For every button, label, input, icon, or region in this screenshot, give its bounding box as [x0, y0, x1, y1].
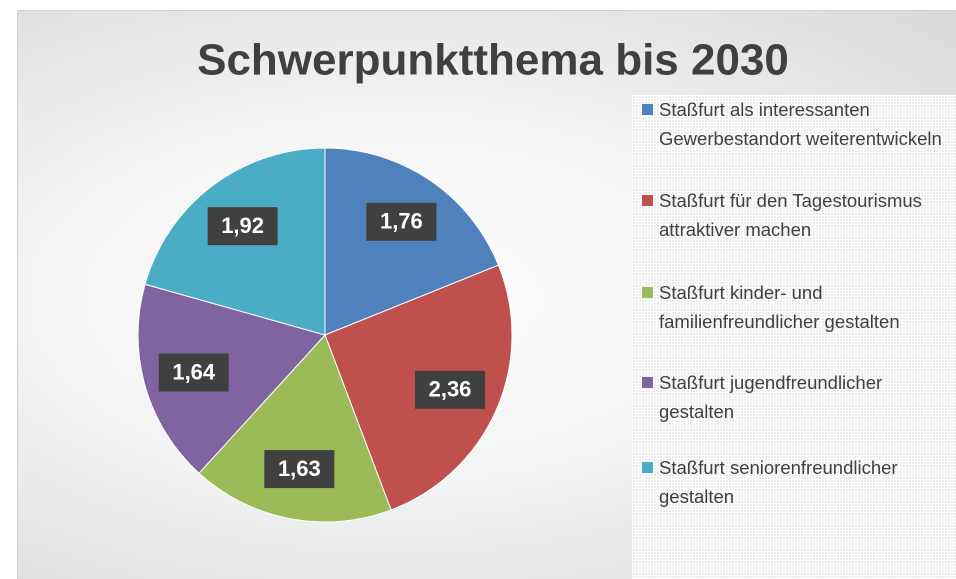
legend-swatch: [642, 377, 653, 388]
data-label: 1,76: [366, 202, 437, 241]
data-label-text: 1,63: [278, 456, 321, 481]
legend-label: Staßfurt jugendfreundlicher gestalten: [659, 372, 883, 422]
data-label: 1,63: [264, 450, 335, 489]
legend-label: Staßfurt seniorenfreundlicher gestalten: [659, 457, 898, 507]
legend-swatch: [642, 462, 653, 473]
data-label-text: 2,36: [429, 377, 472, 402]
data-label-box: [264, 450, 335, 489]
data-label-box: [415, 370, 486, 409]
legend-swatch: [642, 287, 653, 298]
data-label: 1,92: [207, 207, 278, 246]
legend-entry: Staßfurt als interessanten Gewerbestando…: [642, 95, 956, 153]
data-label-text: 1,76: [380, 209, 423, 234]
data-label-box: [207, 207, 278, 246]
legend-swatch: [642, 195, 653, 206]
data-label-text: 1,92: [221, 213, 264, 238]
legend-label: Staßfurt als interessanten Gewerbestando…: [659, 99, 942, 149]
data-label: 1,64: [158, 353, 229, 392]
data-label-text: 1,64: [172, 359, 216, 384]
data-label-box: [158, 353, 229, 392]
legend-label: Staßfurt kinder- und familienfreundliche…: [659, 282, 900, 332]
legend-label: Staßfurt für den Tagestourismus attrakti…: [659, 190, 922, 240]
legend-entry: Staßfurt für den Tagestourismus attrakti…: [642, 186, 956, 244]
chart-title: Schwerpunktthema bis 2030: [197, 36, 789, 85]
legend-entry: Staßfurt kinder- und familienfreundliche…: [642, 278, 956, 336]
legend-swatch: [642, 104, 653, 115]
legend-entry: Staßfurt jugendfreundlicher gestalten: [642, 368, 956, 426]
pie-slice: [198, 334, 392, 523]
pie-slice: [324, 147, 500, 336]
legend-entry: Staßfurt seniorenfreundlicher gestalten: [642, 453, 956, 511]
pie-slice: [137, 283, 326, 474]
data-label: 2,36: [415, 370, 486, 409]
data-label-box: [366, 202, 437, 241]
legend: Staßfurt als interessanten Gewerbestando…: [632, 95, 956, 579]
